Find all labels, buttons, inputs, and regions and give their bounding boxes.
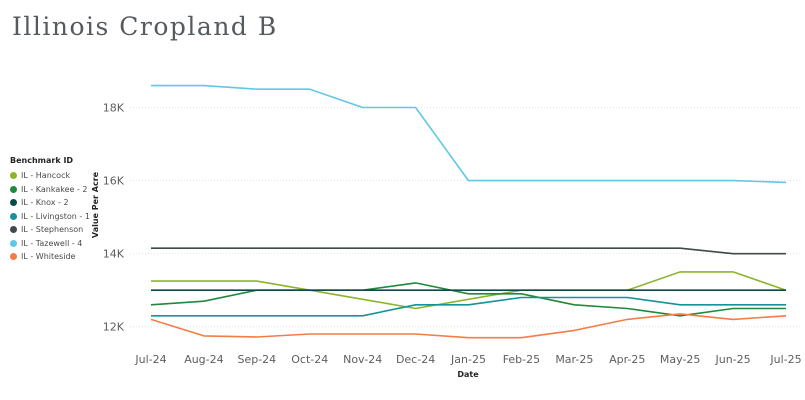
- legend-marker-icon: [10, 239, 17, 247]
- x-tick-label: Sep-24: [237, 353, 276, 366]
- x-tick-label: Jun-25: [715, 353, 751, 366]
- legend-item[interactable]: IL - Knox - 2: [10, 196, 90, 210]
- x-tick-label: Mar-25: [555, 353, 593, 366]
- legend-label: IL - Whiteside: [21, 252, 76, 262]
- legend-item[interactable]: IL - Livingston - 1: [10, 210, 90, 224]
- legend-label: IL - Livingston - 1: [21, 211, 90, 221]
- legend-label: IL - Hancock: [21, 171, 71, 181]
- x-tick-label: May-25: [660, 353, 701, 366]
- legend-marker-icon: [10, 172, 17, 180]
- legend-label: IL - Tazewell - 4: [21, 238, 83, 248]
- x-axis-ticks: Jul-24 Aug-24 Sep-24 Oct-24 Nov-24 Dec-24 Jan-…: [134, 353, 801, 366]
- x-tick-label: Oct-24: [291, 353, 328, 366]
- x-tick-label: Apr-25: [609, 353, 645, 366]
- x-axis-label: Date: [457, 370, 479, 379]
- x-tick-label: Jul-25: [769, 353, 801, 366]
- legend: Benchmark ID IL - Hancock IL - Kankakee -…: [10, 156, 90, 264]
- y-axis-ticks: 12K 14K 16K 18K: [103, 102, 125, 334]
- series-line-il-whiteside[interactable]: [150, 313, 787, 339]
- legend-marker-icon: [10, 199, 17, 207]
- x-tick-label: Dec-24: [396, 353, 435, 366]
- legend-marker-icon: [10, 212, 17, 220]
- y-tick-label: 14K: [103, 248, 125, 261]
- legend-label: IL - Knox - 2: [21, 198, 69, 208]
- legend-marker-icon: [10, 253, 17, 261]
- x-tick-label: Feb-25: [503, 353, 540, 366]
- x-tick-label: Nov-24: [343, 353, 382, 366]
- series-line-il-livingston-1[interactable]: [151, 296, 786, 317]
- legend-marker-icon: [10, 185, 17, 193]
- series-line-il-stephenson[interactable]: [151, 247, 786, 255]
- x-tick-label: Jul-24: [134, 353, 166, 366]
- legend-marker-icon: [10, 226, 17, 234]
- y-axis-label: Value Per Acre: [91, 171, 100, 238]
- y-tick-label: 18K: [103, 102, 125, 115]
- series-lines: [150, 84, 787, 339]
- legend-label: IL - Kankakee - 2: [21, 184, 88, 194]
- legend-item[interactable]: IL - Stephenson: [10, 223, 90, 237]
- legend-item[interactable]: IL - Kankakee - 2: [10, 183, 90, 197]
- legend-item[interactable]: IL - Hancock: [10, 169, 90, 183]
- y-tick-label: 16K: [103, 175, 125, 188]
- x-tick-label: Jan-25: [450, 353, 486, 366]
- legend-item[interactable]: IL - Tazewell - 4: [10, 237, 90, 251]
- y-tick-label: 12K: [103, 321, 125, 334]
- legend-title: Benchmark ID: [10, 156, 74, 165]
- series-line-il-tazewell-4[interactable]: [151, 84, 787, 184]
- chart-title: Illinois Cropland B: [12, 12, 278, 41]
- series-line-il-hancock[interactable]: [151, 271, 787, 310]
- x-tick-label: Aug-24: [184, 353, 223, 366]
- legend-item[interactable]: IL - Whiteside: [10, 250, 90, 264]
- legend-label: IL - Stephenson: [21, 225, 84, 235]
